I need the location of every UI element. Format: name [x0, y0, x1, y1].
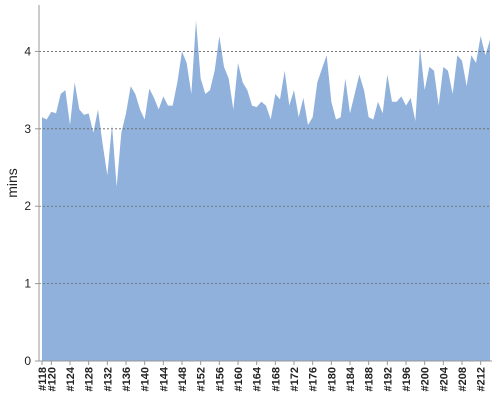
x-tick-label: #168: [270, 367, 282, 391]
x-tick-label: #152: [196, 367, 208, 391]
x-tick-label: #172: [289, 367, 301, 391]
x-tick-label: #136: [121, 367, 133, 391]
x-tick-label: #212: [476, 367, 488, 391]
x-tick-label: #192: [382, 367, 394, 391]
x-tick-label: #180: [326, 367, 338, 391]
y-tick-label: 0: [24, 354, 31, 368]
x-tick-label: #128: [84, 367, 96, 391]
y-tick-label: 4: [24, 44, 31, 58]
x-tick-label: #188: [364, 367, 376, 391]
area: [42, 20, 490, 361]
x-tick-label: #200: [420, 367, 432, 391]
x-tick-label: #204: [438, 366, 450, 391]
y-tick-label: 2: [24, 199, 31, 213]
y-axis-label: mins: [4, 168, 20, 198]
x-tick-label: #120: [46, 367, 58, 391]
x-tick-label: #118: [37, 367, 49, 391]
x-tick-label: #196: [401, 367, 413, 391]
x-tick-label: #132: [102, 367, 114, 391]
x-tick-label: #144: [158, 366, 170, 391]
x-tick-label: #184: [345, 366, 357, 391]
x-tick-label: #176: [308, 367, 320, 391]
x-tick-label: #208: [457, 367, 469, 391]
x-tick-label: #148: [177, 367, 189, 391]
x-tick-label: #140: [140, 367, 152, 391]
y-tick-label: 3: [24, 122, 31, 136]
x-tick-label: #124: [65, 366, 77, 391]
y-tick-label: 1: [24, 277, 31, 291]
x-tick-label: #160: [233, 367, 245, 391]
x-tick-label: #164: [252, 366, 264, 391]
x-tick-label: #156: [214, 367, 226, 391]
